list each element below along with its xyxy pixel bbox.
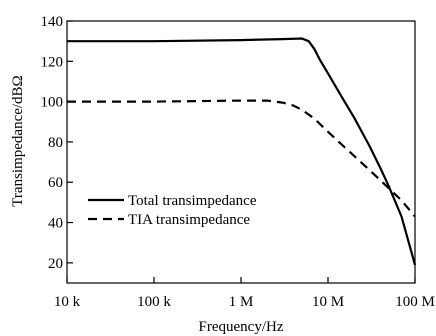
x-tick-label: 10 M: [312, 294, 344, 310]
series-layer: [67, 37, 417, 266]
x-axis-label: Frequency/Hz: [199, 319, 284, 335]
plot-frame: [66, 20, 416, 284]
legend-label: TIA transimpedance: [128, 212, 250, 228]
x-tick-label: 1 M: [229, 294, 254, 310]
x-tick-label: 100 k: [137, 294, 171, 310]
y-tick-label: 100: [41, 95, 64, 111]
y-tick-label: 120: [41, 54, 64, 70]
y-tick-label: 60: [48, 175, 63, 191]
legend: Total transimpedance TIA transimpedance: [88, 193, 257, 228]
x-axis-ticks: 10 k 100 k 1 M 10 M 100 M: [54, 277, 435, 310]
y-tick-label: 80: [48, 135, 63, 151]
x-tick-label: 100 M: [395, 294, 435, 310]
series-line-tia-transimpedance: [67, 99, 416, 218]
plot-area: [66, 20, 416, 284]
y-axis-ticks: 20 40 60 80 100 120 140: [41, 14, 73, 272]
series-line-total-transimpedance: [67, 37, 417, 266]
x-tick-label: 10 k: [54, 294, 81, 310]
legend-label: Total transimpedance: [128, 193, 257, 209]
y-tick-label: 20: [48, 256, 63, 272]
y-tick-label: 40: [48, 216, 63, 232]
y-tick-label: 140: [41, 14, 64, 30]
y-axis-label: Transimpedance/dBΩ: [10, 75, 26, 206]
